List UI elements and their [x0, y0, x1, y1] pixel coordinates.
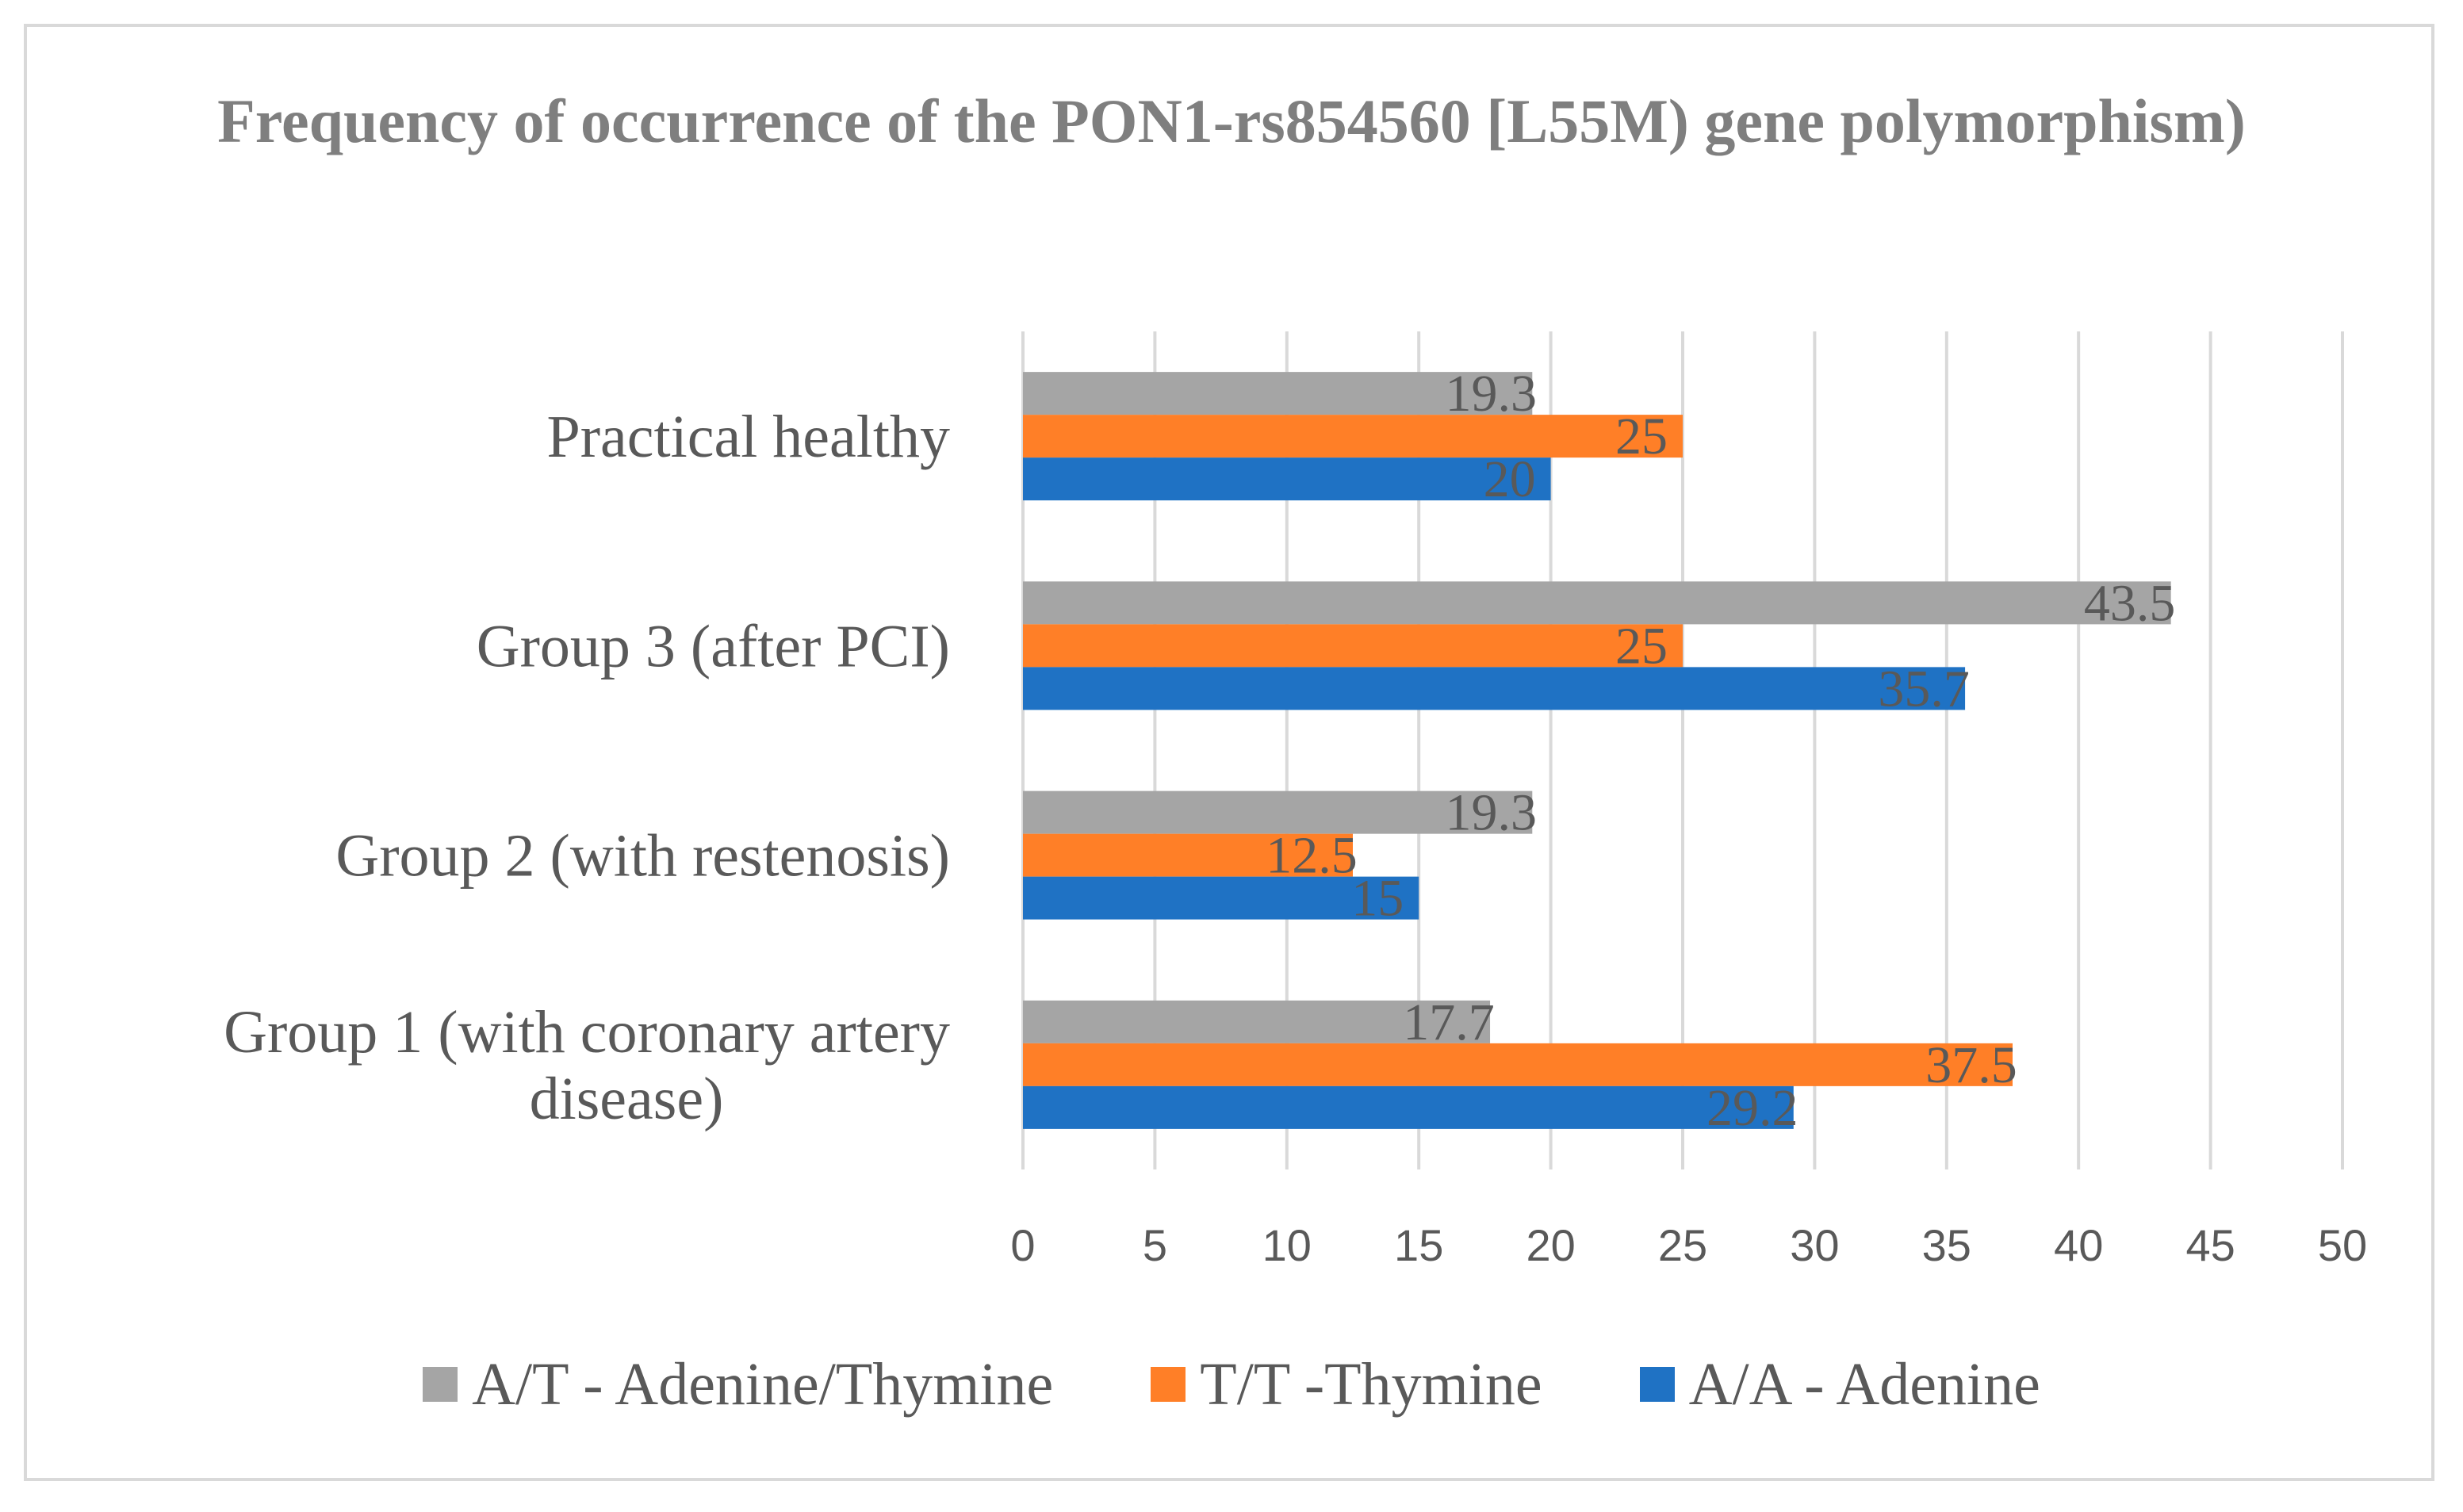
legend-label-series-1: A/T - Adenine/Thymine [472, 1350, 1054, 1418]
legend-swatch-series-3 [1639, 1367, 1675, 1402]
x-tick-label-10: 10 [1262, 1220, 1312, 1270]
bar-s2-c3 [1023, 624, 1683, 668]
bar-s1-c4 [1023, 372, 1533, 415]
chart-legend: A/T - Adenine/Thymine T/T -Thymine A/A -… [0, 1348, 2463, 1419]
category-label-4: Practical healthy [546, 404, 950, 470]
bar-s1-c1 [1023, 1000, 1491, 1043]
x-tick-label-25: 25 [1658, 1220, 1707, 1270]
data-label-s3-c3: 35.7 [1878, 660, 1970, 718]
bar-s3-c4 [1023, 457, 1551, 501]
bar-s1-c3 [1023, 581, 2171, 625]
data-label-s2-c1: 37.5 [1925, 1036, 2017, 1094]
x-tick-label-30: 30 [1790, 1220, 1839, 1270]
legend-item-series-3: A/A - Adenine [1639, 1350, 2040, 1419]
x-tick-label-20: 20 [1526, 1220, 1575, 1270]
legend-swatch-series-2 [1151, 1367, 1186, 1402]
data-label-s1-c4: 19.3 [1446, 365, 1538, 423]
bar-s2-c4 [1023, 415, 1683, 458]
data-label-s3-c2: 15 [1351, 870, 1404, 928]
bar-s3-c3 [1023, 667, 1966, 710]
bar-s3-c2 [1023, 876, 1419, 920]
category-label-2: Group 2 (with restenosis) [335, 823, 950, 890]
x-tick-label-15: 15 [1394, 1220, 1443, 1270]
x-tick-label-35: 35 [1922, 1220, 1971, 1270]
legend-label-series-3: A/A - Adenine [1688, 1350, 2040, 1418]
data-label-s2-c2: 12.5 [1266, 827, 1358, 885]
legend-item-series-2: T/T -Thymine [1151, 1350, 1542, 1419]
x-tick-label-50: 50 [2318, 1220, 2367, 1270]
x-tick-label-40: 40 [2054, 1220, 2103, 1270]
bar-s1-c2 [1023, 790, 1533, 834]
data-label-s3-c4: 20 [1484, 450, 1536, 508]
data-label-s1-c3: 43.5 [2084, 574, 2176, 632]
data-label-s1-c2: 19.3 [1446, 784, 1538, 842]
x-tick-label-5: 5 [1143, 1220, 1167, 1270]
data-label-s1-c1: 17.7 [1403, 993, 1495, 1051]
category-label-3: Group 3 (after PCI) [477, 613, 950, 679]
data-label-s3-c1: 29.2 [1706, 1079, 1798, 1137]
bar-s2-c2 [1023, 833, 1353, 877]
chart-title: Frequency of occurrence of the PON1-rs85… [217, 86, 2246, 155]
legend-swatch-series-1 [423, 1367, 458, 1402]
bar-s3-c1 [1023, 1085, 1794, 1129]
legend-label-series-2: T/T -Thymine [1200, 1350, 1542, 1418]
legend-item-series-1: A/T - Adenine/Thymine [423, 1350, 1053, 1419]
x-tick-label-45: 45 [2185, 1220, 2235, 1270]
chart-frame [24, 24, 2434, 1481]
category-label-1: Group 1 (with coronary artery disease) [224, 999, 950, 1132]
data-label-s2-c3: 25 [1615, 617, 1668, 675]
bar-s2-c1 [1023, 1043, 2013, 1086]
data-label-s2-c4: 25 [1615, 408, 1668, 465]
x-tick-label-0: 0 [1010, 1220, 1035, 1270]
